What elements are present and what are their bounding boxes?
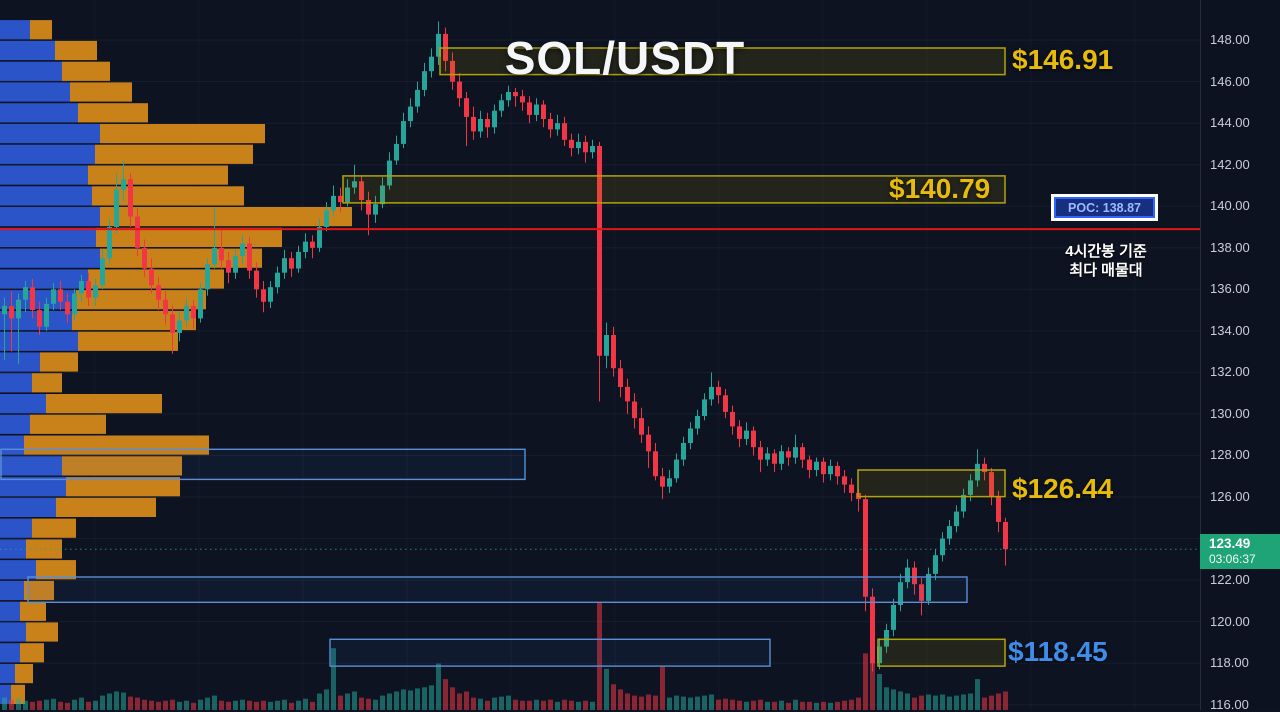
axis-price-label: 146.00 (1210, 73, 1250, 89)
axis-price-label: 136.00 (1210, 281, 1250, 297)
current-price-value: 123.49 (1209, 536, 1251, 552)
grid-lines (0, 39, 1200, 706)
axis-price-label: 132.00 (1210, 364, 1250, 380)
axis-price-label: 138.00 (1210, 239, 1250, 255)
axis-price-label: 134.00 (1210, 322, 1250, 338)
blue-zone-boxes (0, 448, 968, 667)
symbol-title: SOL/USDT (504, 32, 746, 84)
axis-price-label: 120.00 (1210, 613, 1250, 629)
current-price-badge: 123.49 03:06:37 (1200, 534, 1280, 570)
price-level-label-126-44: $126.44 (1012, 473, 1114, 504)
candlesticks (2, 21, 1008, 672)
axis-price-label: 128.00 (1210, 447, 1250, 463)
countdown-timer: 03:06:37 (1209, 552, 1256, 567)
price-axis[interactable]: 148.00 146.00 144.00 142.00 140.00 138.00 136.… (1200, 0, 1280, 712)
axis-price-label: 144.00 (1210, 115, 1250, 131)
poc-annotation-line1: 4시간봉 기준 (1065, 243, 1147, 260)
price-level-label-146-91: $146.91 (1012, 44, 1114, 75)
price-level-label-118-45: $118.45 (1008, 636, 1108, 667)
axis-price-label: 130.00 (1210, 405, 1250, 421)
axis-price-label: 140.00 (1210, 198, 1250, 214)
axis-price-label: 142.00 (1210, 156, 1250, 172)
axis-price-label: 122.00 (1210, 572, 1250, 588)
axis-price-label: 118.00 (1210, 655, 1249, 671)
poc-annotation: 4시간봉 기준 최다 매물대 (1040, 242, 1172, 280)
poc-label: POC: 138.87 (1051, 194, 1158, 221)
axis-price-label: 116.00 (1210, 696, 1249, 712)
volume-bars (2, 601, 1008, 710)
poc-annotation-line2: 최다 매물대 (1069, 262, 1143, 279)
price-level-label-140-79: $140.79 (889, 173, 991, 204)
axis-price-label: 148.00 (1210, 32, 1250, 48)
gold-level-boxes (342, 47, 1006, 667)
volume-profile (0, 20, 352, 704)
axis-price-label: 126.00 (1210, 489, 1250, 505)
